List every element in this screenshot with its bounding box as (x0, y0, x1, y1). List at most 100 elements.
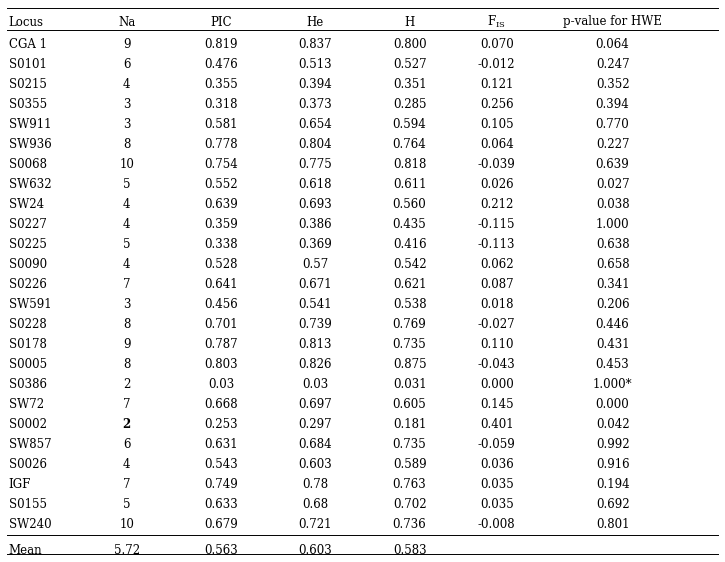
Text: 0.721: 0.721 (299, 519, 332, 532)
Text: 0.036: 0.036 (480, 459, 513, 472)
Text: 0.658: 0.658 (596, 258, 629, 271)
Text: 0.227: 0.227 (596, 138, 629, 151)
Text: 0.064: 0.064 (596, 38, 629, 51)
Text: S0226: S0226 (9, 278, 46, 291)
Text: S0155: S0155 (9, 498, 46, 511)
Text: 0.435: 0.435 (393, 218, 426, 231)
Text: 4: 4 (123, 78, 130, 90)
Text: 0.837: 0.837 (299, 38, 332, 51)
Text: 0.735: 0.735 (393, 438, 426, 451)
Text: 0.581: 0.581 (204, 117, 238, 131)
Text: 6: 6 (123, 57, 130, 71)
Text: 0.68: 0.68 (302, 498, 328, 511)
Text: 0.638: 0.638 (596, 238, 629, 251)
Text: 0.038: 0.038 (596, 198, 629, 211)
Text: 10: 10 (120, 519, 134, 532)
Text: 0.253: 0.253 (204, 418, 238, 431)
Text: S0227: S0227 (9, 218, 46, 231)
Text: 0.749: 0.749 (204, 478, 238, 491)
Text: 0.803: 0.803 (204, 358, 238, 371)
Text: 0.351: 0.351 (393, 78, 426, 90)
Text: 0.401: 0.401 (480, 418, 513, 431)
Text: -0.059: -0.059 (478, 438, 515, 451)
Text: -0.039: -0.039 (478, 158, 515, 171)
Text: 0.416: 0.416 (393, 238, 426, 251)
Text: S0101: S0101 (9, 57, 46, 71)
Text: 0.341: 0.341 (596, 278, 629, 291)
Text: 0.527: 0.527 (393, 57, 426, 71)
Text: SW591: SW591 (9, 298, 51, 311)
Text: 0.594: 0.594 (393, 117, 426, 131)
Text: 8: 8 (123, 318, 130, 331)
Text: 0.543: 0.543 (204, 459, 238, 472)
Text: 0.692: 0.692 (596, 498, 629, 511)
Text: 0.702: 0.702 (393, 498, 426, 511)
Text: 0.764: 0.764 (393, 138, 426, 151)
Text: 0.589: 0.589 (393, 459, 426, 472)
Text: 0.818: 0.818 (393, 158, 426, 171)
Text: 3: 3 (123, 98, 130, 111)
Text: 5.72: 5.72 (114, 543, 140, 556)
Text: 9: 9 (123, 38, 130, 51)
Text: 0.446: 0.446 (596, 318, 629, 331)
Text: 0.563: 0.563 (204, 543, 238, 556)
Text: 4: 4 (123, 198, 130, 211)
Text: 0.453: 0.453 (596, 358, 629, 371)
Text: 0.770: 0.770 (596, 117, 629, 131)
Text: 0.541: 0.541 (299, 298, 332, 311)
Text: 4: 4 (123, 459, 130, 472)
Text: Locus: Locus (9, 16, 44, 29)
Text: 0.070: 0.070 (480, 38, 513, 51)
Text: 0.763: 0.763 (393, 478, 426, 491)
Text: 0.03: 0.03 (302, 378, 328, 391)
Text: 8: 8 (123, 358, 130, 371)
Text: PIC: PIC (210, 16, 232, 29)
Text: S0225: S0225 (9, 238, 46, 251)
Text: 0.603: 0.603 (299, 459, 332, 472)
Text: 0.633: 0.633 (204, 498, 238, 511)
Text: 0.476: 0.476 (204, 57, 238, 71)
Text: 0.042: 0.042 (596, 418, 629, 431)
Text: 0.639: 0.639 (204, 198, 238, 211)
Text: 0.639: 0.639 (596, 158, 629, 171)
Text: -0.043: -0.043 (478, 358, 515, 371)
Text: 0.800: 0.800 (393, 38, 426, 51)
Text: 0.875: 0.875 (393, 358, 426, 371)
Text: 0.394: 0.394 (596, 98, 629, 111)
Text: 0.206: 0.206 (596, 298, 629, 311)
Text: 0.654: 0.654 (299, 117, 332, 131)
Text: 0.035: 0.035 (480, 498, 513, 511)
Text: S0178: S0178 (9, 338, 46, 351)
Text: SW857: SW857 (9, 438, 51, 451)
Text: 0.247: 0.247 (596, 57, 629, 71)
Text: 0.992: 0.992 (596, 438, 629, 451)
Text: He: He (307, 16, 324, 29)
Text: -0.113: -0.113 (478, 238, 515, 251)
Text: 0.386: 0.386 (299, 218, 332, 231)
Text: 7: 7 (123, 398, 130, 411)
Text: 0.018: 0.018 (480, 298, 513, 311)
Text: 0.352: 0.352 (596, 78, 629, 90)
Text: 0.212: 0.212 (480, 198, 513, 211)
Text: 0.754: 0.754 (204, 158, 238, 171)
Text: 0.641: 0.641 (204, 278, 238, 291)
Text: 1.000*: 1.000* (593, 378, 632, 391)
Text: 0.826: 0.826 (299, 358, 332, 371)
Text: 0.194: 0.194 (596, 478, 629, 491)
Text: 0.373: 0.373 (299, 98, 332, 111)
Text: 0.739: 0.739 (299, 318, 332, 331)
Text: 0.355: 0.355 (204, 78, 238, 90)
Text: 0.000: 0.000 (596, 398, 629, 411)
Text: 0.552: 0.552 (204, 178, 238, 191)
Text: 0.804: 0.804 (299, 138, 332, 151)
Text: S0002: S0002 (9, 418, 46, 431)
Text: 0.145: 0.145 (480, 398, 513, 411)
Text: S0005: S0005 (9, 358, 47, 371)
Text: S0026: S0026 (9, 459, 46, 472)
Text: S0355: S0355 (9, 98, 47, 111)
Text: 0.631: 0.631 (204, 438, 238, 451)
Text: 10: 10 (120, 158, 134, 171)
Text: IGF: IGF (9, 478, 31, 491)
Text: 8: 8 (123, 138, 130, 151)
Text: 0.035: 0.035 (480, 478, 513, 491)
